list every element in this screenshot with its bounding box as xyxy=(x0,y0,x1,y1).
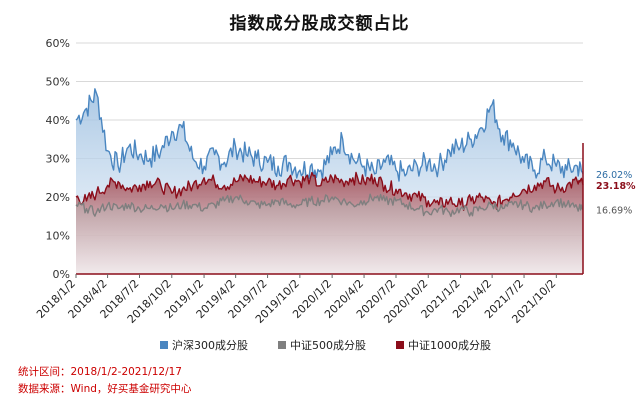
area-zz500 xyxy=(76,194,583,274)
end-label: 26.02% xyxy=(596,170,632,181)
plot-lines xyxy=(75,88,584,218)
legend-swatch xyxy=(278,341,286,349)
legend-swatch xyxy=(160,341,168,349)
legend-label: 沪深300成分股 xyxy=(172,338,248,352)
y-tick-label: 20% xyxy=(46,191,70,204)
chart-title: 指数成分股成交额占比 xyxy=(229,14,410,34)
legend-label: 中证1000成分股 xyxy=(408,339,491,352)
legend-swatch xyxy=(396,341,404,349)
end-labels: 26.02% 16.69% 23.18% xyxy=(596,170,636,217)
y-tick-label: 60% xyxy=(46,37,70,50)
y-tick-label: 0% xyxy=(53,268,70,281)
end-label: 16.69% xyxy=(596,206,632,217)
footnote-range: 统计区间：2018/1/2-2021/12/17 xyxy=(18,366,182,378)
footnote-source: 数据来源：Wind，好买基金研究中心 xyxy=(18,383,192,395)
end-label: 23.18% xyxy=(596,181,636,192)
legend-label: 中证500成分股 xyxy=(290,339,366,352)
y-tick-label: 50% xyxy=(46,76,70,89)
line-zz500 xyxy=(75,193,584,218)
legend: 沪深300成分股 中证500成分股 中证1000成分股 xyxy=(160,338,491,352)
y-tick-label: 30% xyxy=(46,153,70,166)
y-tick-label: 40% xyxy=(46,114,70,127)
plot-areas xyxy=(76,88,583,274)
line-zz1000 xyxy=(75,171,584,211)
y-axis: 0% 10% 20% 30% 40% 50% 60% xyxy=(46,37,70,281)
y-tick-label: 10% xyxy=(46,230,70,243)
line-hs300 xyxy=(75,88,584,182)
